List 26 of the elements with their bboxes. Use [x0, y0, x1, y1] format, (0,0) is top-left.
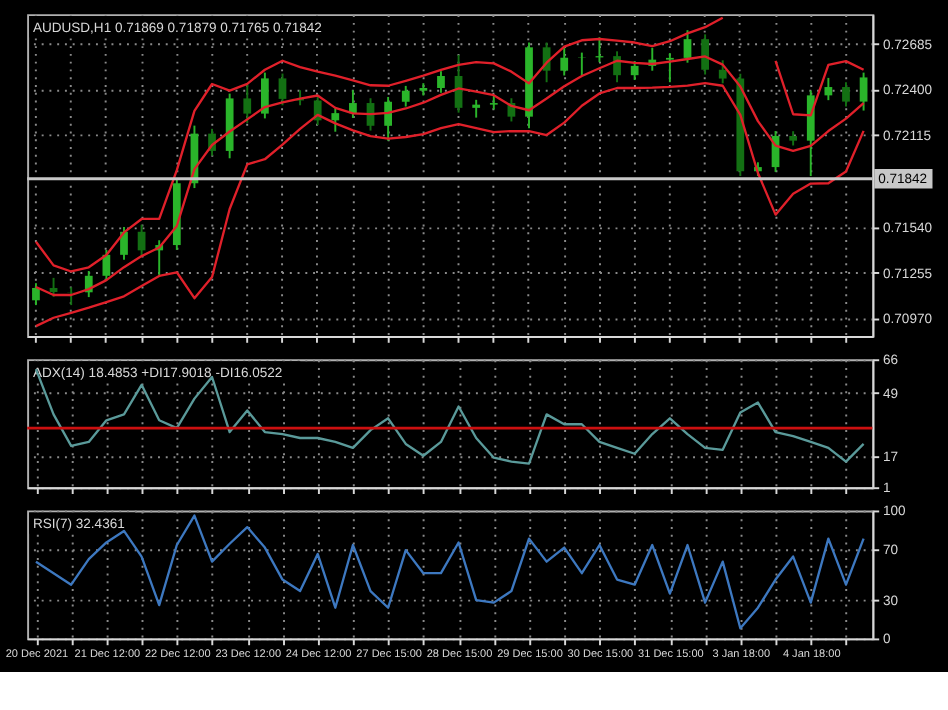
candlestick: [842, 81, 850, 108]
line-series: [34, 367, 865, 465]
candlestick: [577, 51, 586, 77]
candlestick: [331, 107, 340, 133]
candlestick: [859, 71, 868, 112]
candlestick: [49, 276, 58, 298]
candlestick: [824, 76, 833, 102]
candlestick: [260, 71, 269, 120]
candlestick: [243, 82, 252, 124]
candlestick: [613, 50, 621, 84]
candlestick: [806, 89, 815, 178]
candlestick: [401, 84, 410, 108]
candlestick: [630, 60, 639, 81]
candlestick: [718, 59, 727, 85]
candlestick: [384, 95, 393, 142]
candlestick: [437, 70, 445, 94]
candlestick: [666, 52, 674, 84]
candlestick: [349, 89, 357, 119]
candlestick: [560, 46, 569, 77]
candlestick: [683, 29, 692, 64]
line-series: [34, 81, 865, 328]
candlestick: [278, 72, 287, 107]
line-series: [34, 514, 865, 630]
candlestick: [32, 282, 40, 307]
candlestick: [701, 33, 709, 76]
candlestick: [120, 226, 128, 261]
